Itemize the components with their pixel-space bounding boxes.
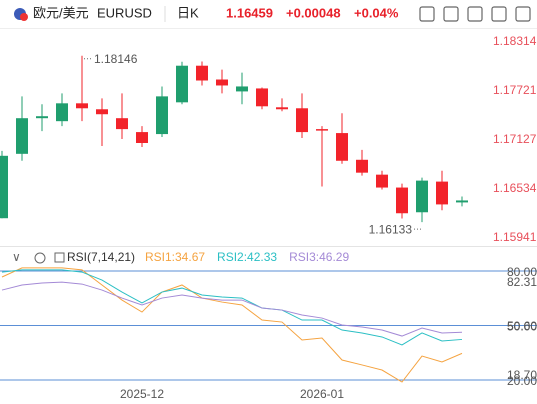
price: 1.16459 [226,5,273,20]
rsi-tick-label: 80.00 [507,265,537,279]
x-tick-label: 2026-01 [300,387,344,401]
candle-body [36,116,48,119]
rsi-tick-label: 50.00 [507,320,537,334]
rsi-title: RSI(7,14,21) [67,250,135,264]
candle-body [76,103,88,109]
candle-body [336,133,348,161]
candle-body [0,155,8,219]
tool-icon[interactable] [515,6,531,22]
tool-icon[interactable] [419,6,435,22]
candle-body [216,79,228,86]
flag-icon [20,13,28,21]
tool-icon[interactable] [491,6,507,22]
rsi-tick-label: 20.00 [507,374,537,388]
change: +0.00048 [286,5,341,20]
candle-body [16,118,28,154]
max-label: 1.18146 [94,52,138,66]
indicator-icon[interactable] [54,252,65,263]
price-tick-label: 1.16534 [493,181,537,195]
candle-body [116,118,128,130]
candle-body [256,88,268,107]
tool-icon[interactable] [467,6,483,22]
legend-entry: RSI2:42.33 [217,250,277,264]
candle-body [456,200,468,203]
price-tick-label: 1.17127 [493,132,537,146]
settings-icon[interactable] [34,252,46,264]
candle-body [136,132,148,143]
price-tick-label: 1.15941 [493,230,537,244]
candle-body [236,86,248,92]
price-tick-label: 1.17721 [493,83,537,97]
rsi-line [1,267,463,383]
rsi-value-label: 50.60 [507,319,537,333]
symbol: 欧元/美元 [33,5,89,20]
min-label: 1.16133 [369,222,413,236]
candle-body [436,181,448,205]
candle-body [276,107,288,110]
candle-body [376,174,388,188]
legend-entry: RSI1:34.67 [145,250,205,264]
candle-body [156,96,168,135]
rsi-value-label: 82.31 [507,275,537,289]
tool-icon[interactable] [443,6,459,22]
candle-body [316,129,328,131]
toolbar [0,0,537,28]
candle-body [396,187,408,214]
candle-body [296,108,308,133]
rsi-line [1,281,463,337]
rsi-line [1,269,463,346]
legend-entry: RSI3:46.29 [289,250,349,264]
candle-body [56,103,68,122]
candle-body [196,65,208,81]
change-pct: +0.04% [354,5,399,20]
collapse-icon[interactable]: ∨ [12,250,21,264]
candle-body [356,159,368,173]
rsi-value-label: 18.70 [507,368,537,382]
candle-body [96,109,108,115]
price-tick-label: 1.18314 [493,34,537,48]
candle-body [176,65,188,103]
candle-body [416,180,428,213]
x-tick-label: 2025-12 [120,387,164,401]
symbol-code: EURUSD [97,5,152,20]
period[interactable]: 日K [177,5,199,20]
